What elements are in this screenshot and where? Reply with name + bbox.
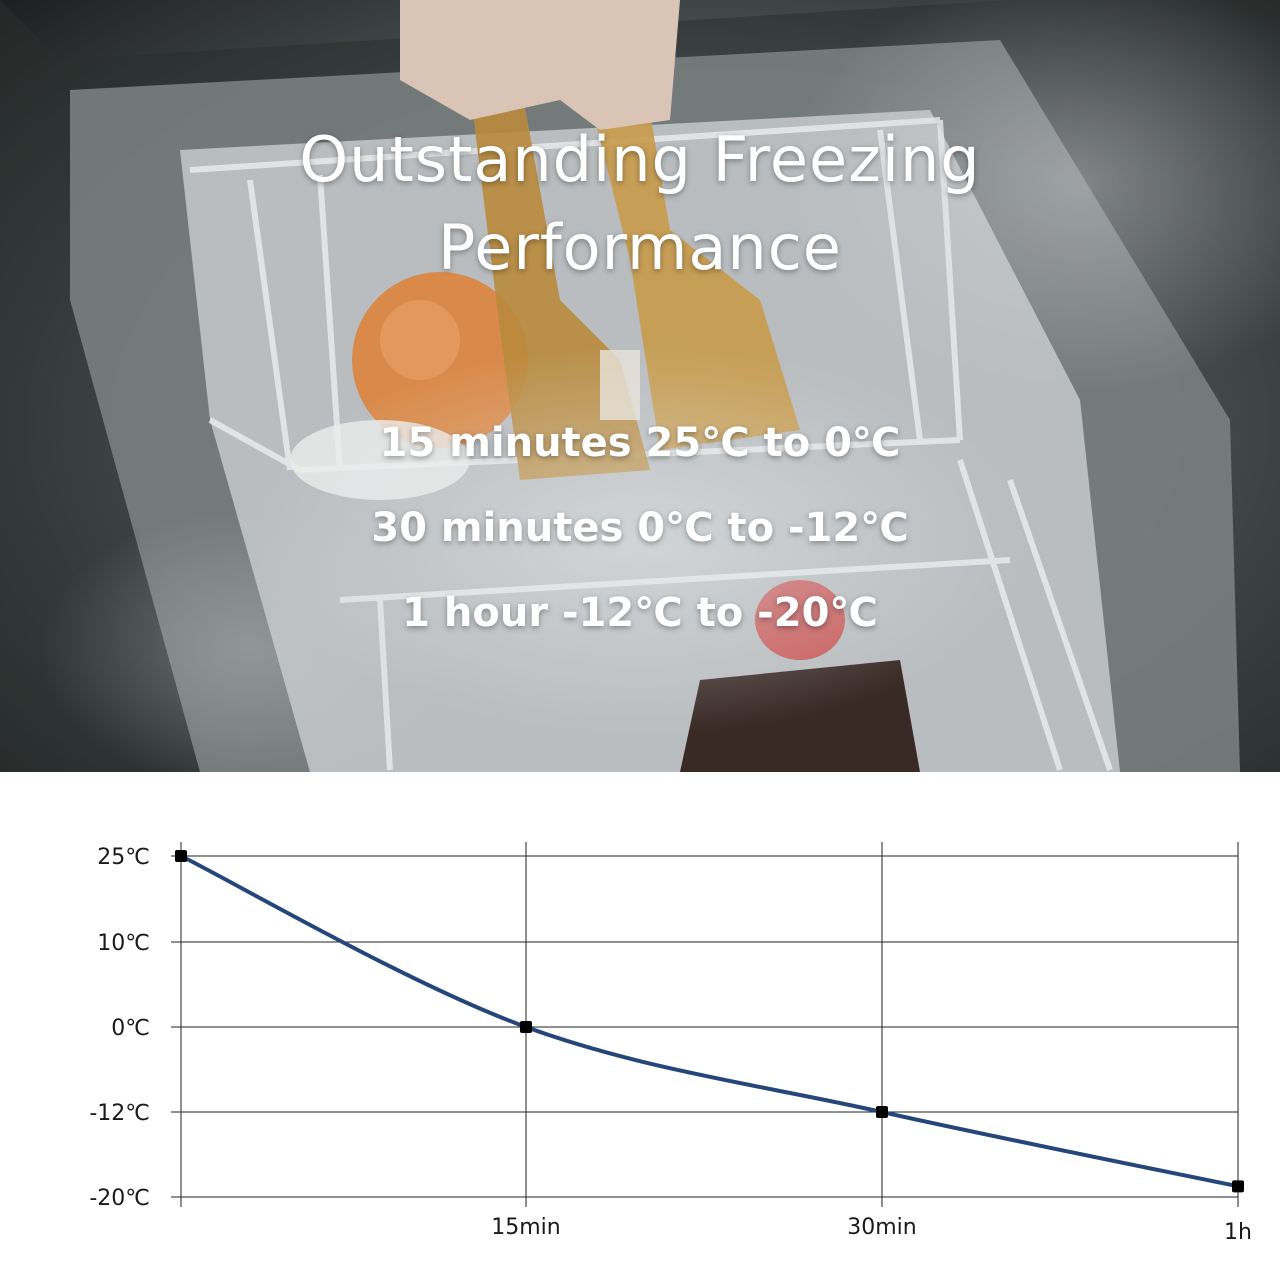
- chart-svg: 25℃ 10℃ 0℃ -12℃ -20℃ 15min 30min 1h: [89, 842, 1252, 1245]
- spec-line-2: 30 minutes 0℃ to -12℃: [371, 505, 909, 551]
- data-point-marker: [876, 1106, 888, 1118]
- x-tick-label: 15min: [491, 1215, 560, 1240]
- y-tick-label: 25℃: [97, 845, 150, 870]
- data-point-marker: [1232, 1180, 1244, 1193]
- hero-photo-section: Outstanding Freezing Performance 15 minu…: [0, 0, 1280, 772]
- spec-line-3: 1 hour -12℃ to -20℃: [402, 590, 878, 636]
- series-line: [179, 854, 1240, 1189]
- data-point-marker: [520, 1021, 532, 1033]
- data-point-marker: [175, 850, 187, 862]
- hero-title-line-1: Outstanding Freezing: [299, 123, 981, 196]
- y-tick-label: -12℃: [89, 1101, 150, 1126]
- fog-overlay: [0, 0, 1280, 772]
- spec-line-1: 15 minutes 25℃ to 0℃: [379, 420, 901, 466]
- y-tick-label: 0℃: [111, 1016, 150, 1041]
- x-tick-label: 1h: [1224, 1220, 1252, 1245]
- cooling-chart: 25℃ 10℃ 0℃ -12℃ -20℃ 15min 30min 1h: [0, 772, 1280, 1280]
- y-tick-label: -20℃: [89, 1186, 150, 1211]
- hero-title: Outstanding Freezing Performance: [0, 116, 1280, 292]
- y-tick-label: 10℃: [97, 931, 150, 956]
- x-tick-label: 30min: [847, 1215, 916, 1240]
- hero-title-line-2: Performance: [438, 211, 842, 284]
